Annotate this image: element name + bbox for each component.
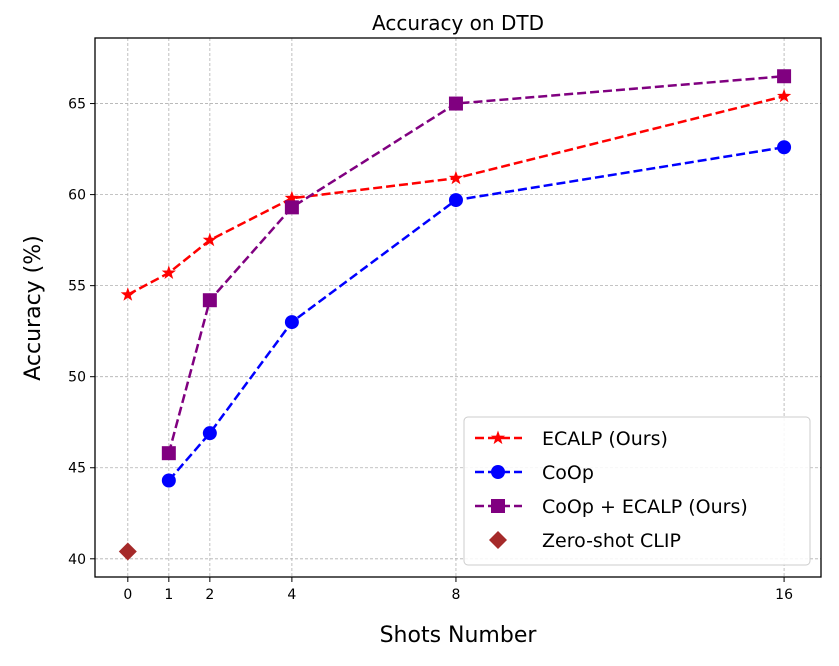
y-tick-label: 40 <box>68 552 86 568</box>
series-line-ecalp-ours <box>127 95 785 296</box>
y-axis-label: Accuracy (%) <box>21 235 46 381</box>
data-point-coop <box>777 140 792 155</box>
data-point-ecalp-ours <box>202 232 217 247</box>
y-tick-label: 65 <box>68 97 86 113</box>
y-tick-label: 55 <box>68 279 86 295</box>
y-tick-label: 60 <box>68 188 86 204</box>
legend-label-ecalp-ours: ECALP (Ours) <box>542 428 668 450</box>
y-tick-label: 45 <box>68 461 86 477</box>
data-point-coop <box>161 473 176 488</box>
x-tick-label: 8 <box>451 587 460 603</box>
x-tick-label: 16 <box>775 587 793 603</box>
series-line-coop-ecalp-ours <box>167 74 785 454</box>
legend-marker-zero-shot-clip <box>489 531 507 549</box>
chart-title: Accuracy on DTD <box>372 11 544 35</box>
data-point-coop-ecalp-ours <box>777 69 792 84</box>
series-layer <box>118 69 792 561</box>
legend-label-coop: CoOp <box>542 462 594 484</box>
legend-label-zero-shot-clip: Zero-shot CLIP <box>542 530 681 552</box>
data-point-coop <box>202 426 217 441</box>
legend-label-coop-ecalp-ours: CoOp + ECALP (Ours) <box>542 496 748 518</box>
data-point-zero-shot-clip <box>118 542 137 561</box>
legend-box <box>463 416 811 566</box>
x-tick-label: 4 <box>287 587 296 603</box>
data-point-ecalp-ours <box>161 265 176 279</box>
x-tick-label: 2 <box>205 587 214 603</box>
ticks: 0 1 2 4 8 16 40 45 50 55 60 65 <box>68 97 793 603</box>
data-point-coop-ecalp-ours <box>448 96 463 111</box>
data-point-coop <box>448 193 463 208</box>
data-point-ecalp-ours <box>777 88 792 103</box>
plot-frame <box>94 37 822 578</box>
data-point-coop <box>284 315 299 330</box>
data-point-coop-ecalp-ours <box>202 293 217 308</box>
legend-marker-ecalp-ours <box>490 430 506 445</box>
legend-marker-coop <box>491 465 505 479</box>
y-tick-label: 50 <box>68 370 86 386</box>
data-point-ecalp-ours <box>448 170 464 185</box>
legend: ECALP (Ours) CoOp CoOp + ECALP (Ours) Zero-… <box>463 416 811 566</box>
data-point-coop-ecalp-ours <box>284 200 299 215</box>
x-tick-label: 0 <box>123 587 132 603</box>
data-point-ecalp-ours <box>284 190 299 205</box>
x-tick-label: 1 <box>164 587 173 603</box>
legend-marker-coop-ecalp-ours <box>491 499 505 513</box>
x-axis-label: Shots Number <box>380 623 538 648</box>
data-point-ecalp-ours <box>120 287 135 301</box>
data-point-coop-ecalp-ours <box>161 446 176 461</box>
